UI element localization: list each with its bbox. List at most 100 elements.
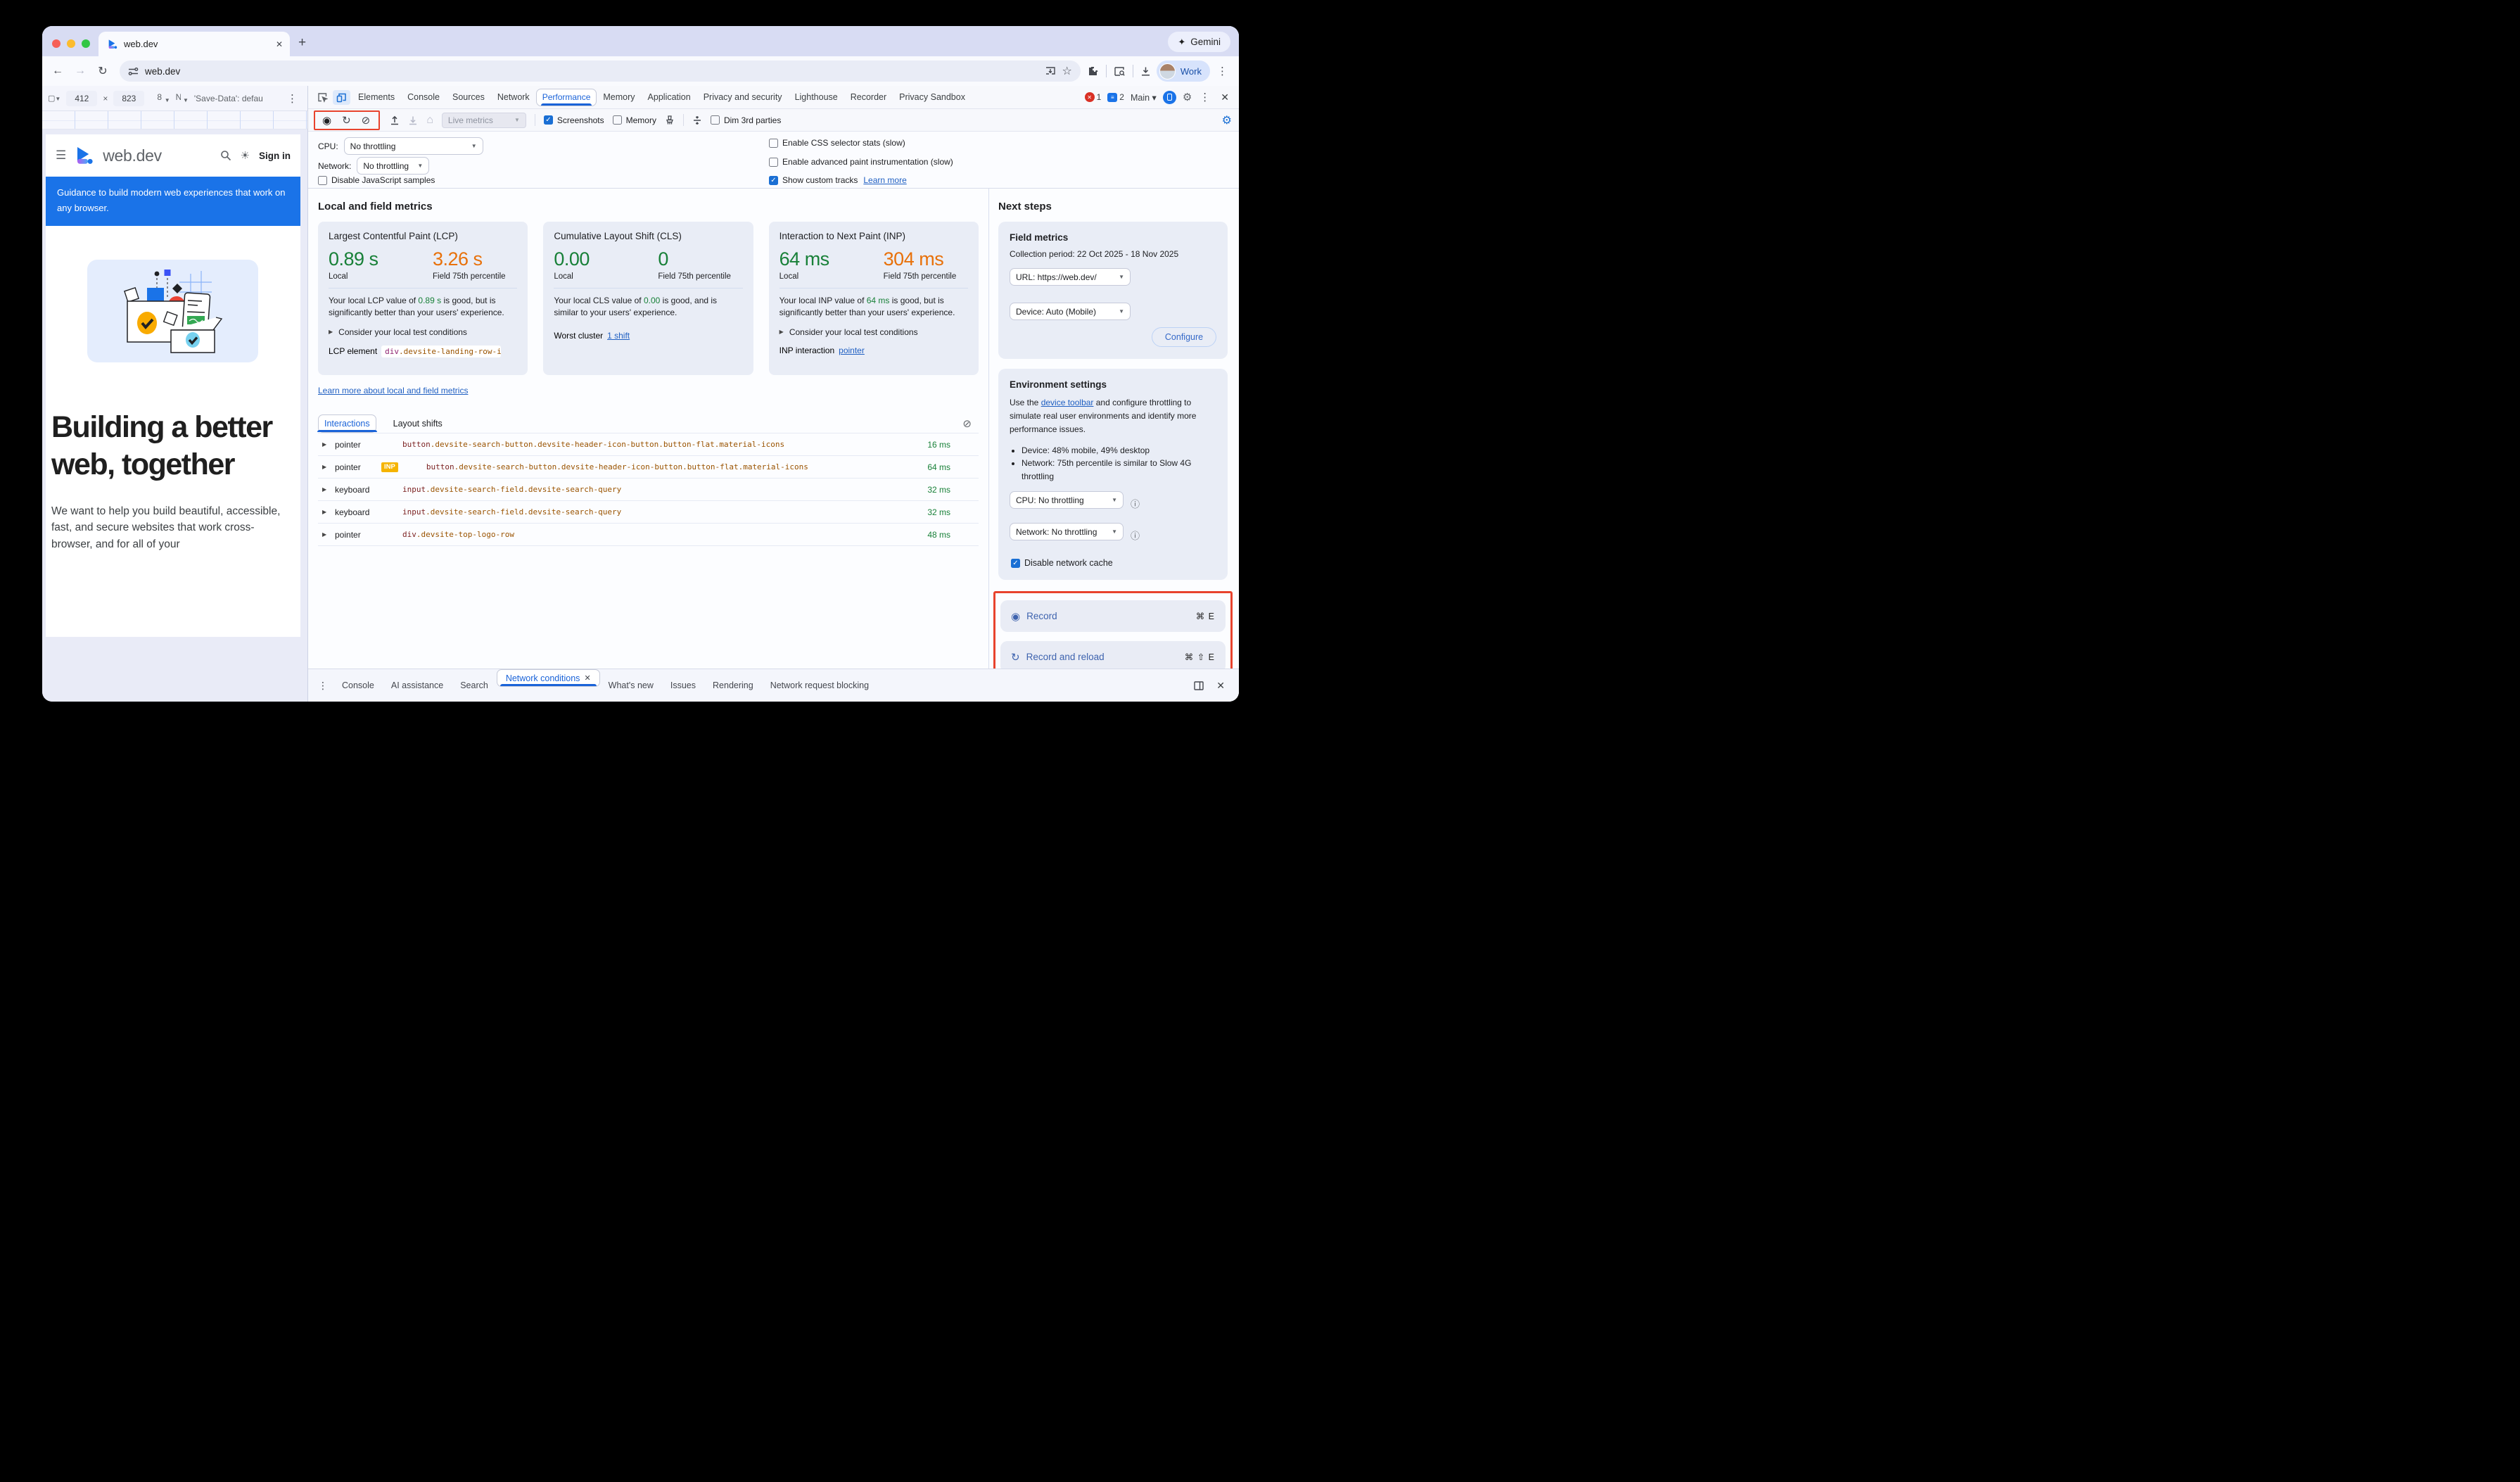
field-url-select[interactable]: URL: https://web.dev/▼ — [1010, 268, 1131, 286]
site-brand[interactable]: web.dev — [103, 146, 162, 165]
chevron-right-icon[interactable]: ▶ — [322, 464, 327, 470]
record-button[interactable]: ◉ Record ⌘ E — [1000, 600, 1226, 633]
profile-chip[interactable]: Work — [1156, 61, 1210, 82]
collapse-icon[interactable] — [692, 115, 702, 125]
drawer-tab-what-s-new[interactable]: What's new — [608, 680, 654, 690]
new-tab-button[interactable]: + — [298, 35, 307, 50]
zoom-select[interactable]: 8 ▼ — [157, 92, 170, 103]
cpu-throttle-select[interactable]: No throttling ▼ — [343, 137, 483, 155]
info-icon[interactable]: ⓘ — [1131, 499, 1140, 510]
custom-tracks-learn-more-link[interactable]: Learn more — [863, 175, 907, 185]
reload-icon[interactable]: ↻ — [98, 65, 108, 77]
install-icon[interactable] — [1045, 66, 1056, 77]
back-icon[interactable]: ← — [52, 65, 63, 77]
memory-checkbox[interactable]: Memory — [612, 115, 656, 125]
screenshots-checkbox[interactable]: ✓ Screenshots — [543, 115, 604, 125]
drawer-close-icon[interactable]: ✕ — [1216, 679, 1225, 691]
url-text[interactable]: web.dev — [145, 65, 181, 77]
devtools-tab-sources[interactable]: Sources — [452, 92, 485, 102]
clear-icon[interactable]: ⊘ — [361, 114, 371, 127]
drawer-tab-search[interactable]: Search — [460, 680, 488, 690]
inp-expand-conditions[interactable]: ▶ Consider your local test conditions — [779, 327, 918, 337]
gemini-button[interactable]: ✦ Gemini — [1168, 32, 1230, 52]
device-height-input[interactable]: 823 — [113, 90, 145, 106]
env-cpu-select[interactable]: CPU: No throttling ▼ — [1010, 491, 1124, 509]
zoom-window-button[interactable] — [82, 39, 90, 48]
downloads-icon[interactable] — [1140, 66, 1151, 77]
device-toolbar-toggle-icon[interactable] — [333, 89, 350, 105]
field-device-select[interactable]: Device: Auto (Mobile) ▼ — [1010, 303, 1131, 320]
devtools-tab-performance[interactable]: Performance — [535, 88, 597, 106]
devtools-tab-recorder[interactable]: Recorder — [850, 92, 887, 102]
home-icon[interactable]: ⌂ — [426, 113, 433, 126]
tab-close-icon[interactable]: ✕ — [275, 39, 283, 49]
drawer-tab-ai-assistance[interactable]: AI assistance — [390, 680, 444, 690]
devtools-tab-privacy-and-security[interactable]: Privacy and security — [703, 92, 782, 102]
drawer-tab-console[interactable]: Console — [342, 680, 374, 690]
lcp-expand-conditions[interactable]: ▶ Consider your local test conditions — [329, 327, 467, 337]
site-search-icon[interactable] — [220, 150, 231, 161]
dim-3rd-parties-checkbox[interactable]: Dim 3rd parties — [710, 115, 781, 125]
css-selector-stats-checkbox[interactable]: Enable CSS selector stats (slow) — [769, 138, 905, 148]
drawer-tab-network-conditions[interactable]: Network conditions ✕ — [496, 669, 600, 687]
info-icon[interactable]: ⓘ — [1131, 531, 1140, 542]
device-width-input[interactable]: 412 — [66, 90, 98, 106]
forward-icon[interactable]: → — [75, 65, 86, 77]
devtools-close-icon[interactable]: ✕ — [1221, 91, 1229, 103]
metrics-learn-more-link[interactable]: Learn more about local and field metrics — [318, 386, 469, 395]
record-icon[interactable]: ◉ — [322, 114, 332, 127]
sign-in-link[interactable]: Sign in — [259, 150, 291, 161]
device-preset-icon[interactable]: ▢▼ — [48, 94, 61, 103]
capture-settings-icon[interactable]: ⚙ — [1221, 114, 1232, 127]
close-window-button[interactable] — [52, 39, 61, 48]
devtools-menu-icon[interactable]: ⋮ — [1199, 91, 1211, 103]
disable-js-samples-checkbox[interactable]: Disable JavaScript samples — [318, 175, 435, 185]
drawer-tab-issues[interactable]: Issues — [670, 680, 696, 690]
devtools-tab-memory[interactable]: Memory — [603, 92, 635, 102]
drawer-menu-icon[interactable]: ⋮ — [318, 679, 328, 691]
lcp-element-chip[interactable]: div.devsite-landing-row-ite… — [381, 345, 502, 357]
devtools-tab-privacy-sandbox[interactable]: Privacy Sandbox — [899, 92, 965, 102]
browser-tab[interactable]: web.dev ✕ — [98, 32, 290, 56]
worst-cluster-link[interactable]: 1 shift — [607, 330, 630, 341]
error-badge[interactable]: ✕ 1 — [1084, 92, 1101, 102]
inspect-icon[interactable] — [314, 90, 331, 105]
custom-tracks-checkbox[interactable]: ✓ Show custom tracks — [769, 175, 858, 185]
browser-menu-icon[interactable]: ⋮ — [1217, 65, 1228, 77]
theme-toggle-icon[interactable]: ☀ — [240, 150, 250, 162]
disable-network-cache-checkbox[interactable]: ✓ Disable network cache — [1011, 558, 1216, 568]
device-toolbar-link[interactable]: device toolbar — [1041, 398, 1094, 407]
tab-interactions[interactable]: Interactions — [317, 414, 377, 433]
interaction-row[interactable]: ▶ keyboard input.devsite-search-field.devs… — [318, 501, 979, 524]
drawer-tab-network-request-blocking[interactable]: Network request blocking — [770, 680, 870, 690]
env-network-select[interactable]: Network: No throttling ▼ — [1010, 523, 1124, 541]
interaction-row[interactable]: ▶ keyboard input.devsite-search-field.devs… — [318, 479, 979, 501]
interaction-row[interactable]: ▶ pointer INP button.devsite-search-button.… — [318, 456, 979, 479]
devtools-tab-console[interactable]: Console — [407, 92, 440, 102]
hamburger-menu-icon[interactable]: ☰ — [56, 148, 67, 162]
extensions-icon[interactable] — [1088, 65, 1099, 77]
chevron-right-icon[interactable]: ▶ — [322, 531, 327, 538]
advanced-paint-checkbox[interactable]: Enable advanced paint instrumentation (s… — [769, 157, 953, 167]
inp-interaction-link[interactable]: pointer — [839, 345, 865, 355]
site-settings-icon[interactable] — [128, 66, 139, 77]
chevron-right-icon[interactable]: ▶ — [322, 441, 327, 448]
bookmark-star-icon[interactable]: ☆ — [1062, 65, 1072, 77]
configure-button[interactable]: Configure — [1152, 327, 1216, 347]
save-data-label[interactable]: 'Save-Data': defau — [193, 93, 263, 103]
record-and-reload-button[interactable]: ↻ Record and reload ⌘ ⇧ E — [1000, 641, 1226, 669]
window-controls[interactable] — [42, 39, 98, 56]
drawer-tab-close-icon[interactable]: ✕ — [584, 674, 591, 683]
devtools-settings-icon[interactable]: ⚙ — [1182, 91, 1192, 103]
garbage-collect-icon[interactable] — [665, 115, 675, 125]
upload-profile-icon[interactable] — [390, 115, 400, 125]
context-select[interactable]: Main ▾ — [1130, 92, 1157, 103]
interaction-row[interactable]: ▶ pointer div.devsite-top-logo-row 48 ms — [318, 524, 979, 546]
minimize-window-button[interactable] — [67, 39, 75, 48]
devtools-tab-network[interactable]: Network — [497, 92, 530, 102]
clear-interactions-icon[interactable]: ⊘ — [962, 418, 972, 430]
history-select[interactable]: Live metrics ▼ — [441, 112, 526, 128]
chevron-right-icon[interactable]: ▶ — [322, 486, 327, 493]
device-blue-icon[interactable] — [1162, 90, 1176, 104]
record-reload-icon[interactable]: ↻ — [342, 114, 351, 127]
